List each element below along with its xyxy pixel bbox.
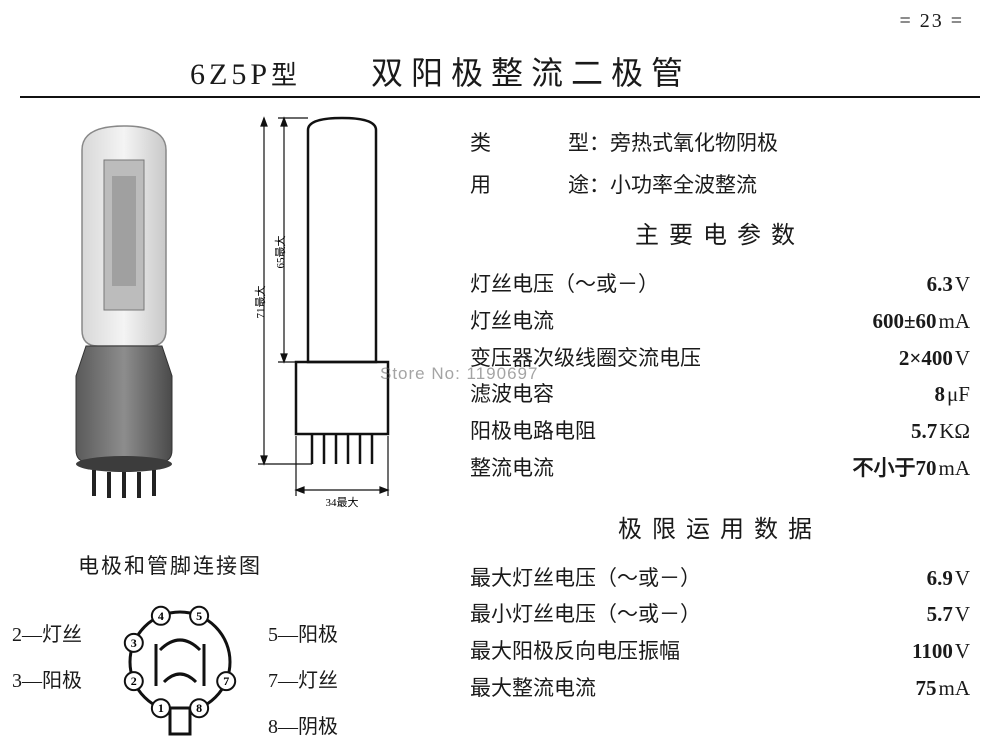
model-code: 6Z5P — [190, 58, 271, 91]
pin-number: 5 — [196, 609, 202, 623]
pin-number: 7 — [223, 674, 229, 688]
pinout-title: 电极和管脚连接图 — [78, 550, 262, 580]
spec-value: 2×400V — [899, 340, 970, 377]
spec-row: 滤波电容8μF — [470, 376, 970, 413]
spec-value: 5.7V — [927, 596, 970, 633]
model-suffix: 型 — [271, 61, 301, 90]
kv-val: 旁热式氧化物阴极 — [610, 128, 970, 160]
spec-label: 阳极电路电阻 — [470, 413, 911, 450]
pin-label-right: 8—阴极 — [268, 710, 338, 739]
section-main-params: 主要电参数 — [470, 215, 970, 250]
spec-row: 变压器次级线圈交流电压2×400V — [470, 340, 970, 377]
pin-number: 4 — [158, 609, 164, 623]
pin-label-right: 5—阳极 — [268, 618, 338, 647]
tube-outline-diagram: 65最大 71最大 34最大 — [248, 112, 436, 512]
spec-value: 5.7KΩ — [911, 413, 970, 450]
kv-row: 类 型： 旁热式氧化物阴极 — [470, 128, 970, 160]
kv-val: 小功率全波整流 — [610, 170, 970, 202]
dim-width: 34最大 — [326, 495, 359, 509]
spec-label: 最大灯丝电压（～或－） — [470, 560, 927, 597]
spec-label: 灯丝电压（～或－） — [470, 266, 927, 303]
pin-number: 8 — [196, 701, 202, 715]
pin-number: 2 — [131, 674, 137, 688]
spec-row: 最大阳极反向电压振幅1100V — [470, 633, 970, 670]
pin-label-left: 3—阳极 — [12, 664, 82, 693]
spec-row: 阳极电路电阻5.7KΩ — [470, 413, 970, 450]
dim-height: 65最大 — [273, 236, 287, 269]
spec-label: 最大阳极反向电压振幅 — [470, 633, 912, 670]
spec-row: 灯丝电流600±60mA — [470, 303, 970, 340]
spec-label: 灯丝电流 — [470, 303, 872, 340]
spec-value: 75mA — [916, 670, 971, 707]
spec-value: 1100V — [912, 633, 970, 670]
kv-key2: 型： — [568, 128, 610, 160]
spec-value: 6.9V — [927, 560, 970, 597]
spec-row: 整流电流不小于70mA — [470, 450, 970, 487]
limit-params-list: 最大灯丝电压（～或－）6.9V最小灯丝电压（～或－）5.7V最大阳极反向电压振幅… — [470, 560, 970, 707]
spec-label: 最小灯丝电压（～或－） — [470, 596, 927, 633]
kv-row: 用 途： 小功率全波整流 — [470, 170, 970, 202]
kv-key2: 途： — [568, 170, 610, 202]
title-row: 6Z5P型 双阳极整流二极管 — [190, 48, 980, 94]
pin-label-left: 2—灯丝 — [12, 618, 82, 647]
spec-value: 8μF — [935, 376, 970, 413]
spec-row: 最大整流电流75mA — [470, 670, 970, 707]
spec-row: 最大灯丝电压（～或－）6.9V — [470, 560, 970, 597]
model-number: 6Z5P型 — [190, 55, 301, 92]
main-params-list: 灯丝电压（～或－）6.3V灯丝电流600±60mA变压器次级线圈交流电压2×40… — [470, 266, 970, 487]
pin-number: 3 — [131, 636, 137, 650]
spec-column: 类 型： 旁热式氧化物阴极 用 途： 小功率全波整流 主要电参数 灯丝电压（～或… — [470, 128, 970, 707]
pin-label-right: 7—灯丝 — [268, 664, 338, 693]
pinout-diagram: 1 2 3 4 5 7 8 — [110, 590, 250, 750]
page-number: = 23 = — [899, 10, 964, 33]
spec-row: 灯丝电压（～或－）6.3V — [470, 266, 970, 303]
spec-label: 变压器次级线圈交流电压 — [470, 340, 899, 377]
page-title: 双阳极整流二极管 — [371, 48, 691, 94]
spec-value: 不小于70mA — [853, 450, 971, 487]
spec-value: 600±60mA — [872, 303, 970, 340]
dim-overall: 71最大 — [253, 286, 267, 319]
spec-label: 滤波电容 — [470, 376, 935, 413]
tube-photo — [34, 120, 214, 500]
pin-number: 1 — [158, 701, 164, 715]
spec-label: 最大整流电流 — [470, 670, 916, 707]
title-divider — [20, 96, 980, 98]
section-limit-params: 极限运用数据 — [470, 509, 970, 544]
spec-row: 最小灯丝电压（～或－）5.7V — [470, 596, 970, 633]
spec-label: 整流电流 — [470, 450, 853, 487]
spec-value: 6.3V — [927, 266, 970, 303]
